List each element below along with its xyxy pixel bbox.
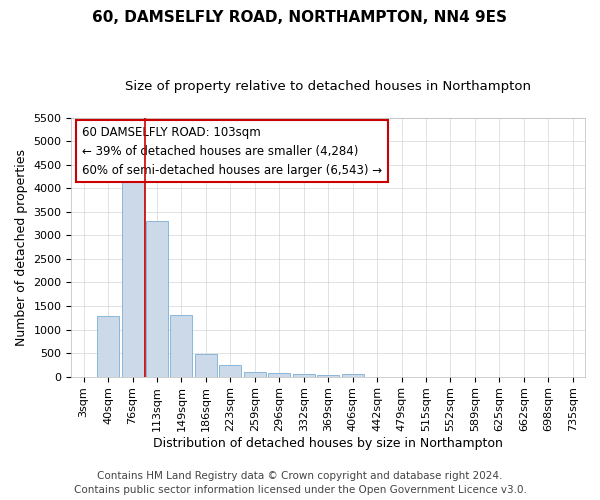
Bar	[341, 374, 364, 376]
Bar	[293, 374, 315, 376]
Text: Contains HM Land Registry data © Crown copyright and database right 2024.
Contai: Contains HM Land Registry data © Crown c…	[74, 471, 526, 495]
Text: 60, DAMSELFLY ROAD, NORTHAMPTON, NN4 9ES: 60, DAMSELFLY ROAD, NORTHAMPTON, NN4 9ES	[92, 10, 508, 25]
X-axis label: Distribution of detached houses by size in Northampton: Distribution of detached houses by size …	[153, 437, 503, 450]
Bar	[195, 354, 217, 376]
Bar	[220, 366, 241, 376]
Bar	[244, 372, 266, 376]
Bar	[122, 172, 143, 376]
Text: 60 DAMSELFLY ROAD: 103sqm
← 39% of detached houses are smaller (4,284)
60% of se: 60 DAMSELFLY ROAD: 103sqm ← 39% of detac…	[82, 126, 382, 176]
Bar	[170, 316, 193, 376]
Bar	[97, 316, 119, 376]
Bar	[146, 222, 168, 376]
Bar	[268, 373, 290, 376]
Title: Size of property relative to detached houses in Northampton: Size of property relative to detached ho…	[125, 80, 531, 93]
Y-axis label: Number of detached properties: Number of detached properties	[15, 148, 28, 346]
Bar	[317, 375, 339, 376]
